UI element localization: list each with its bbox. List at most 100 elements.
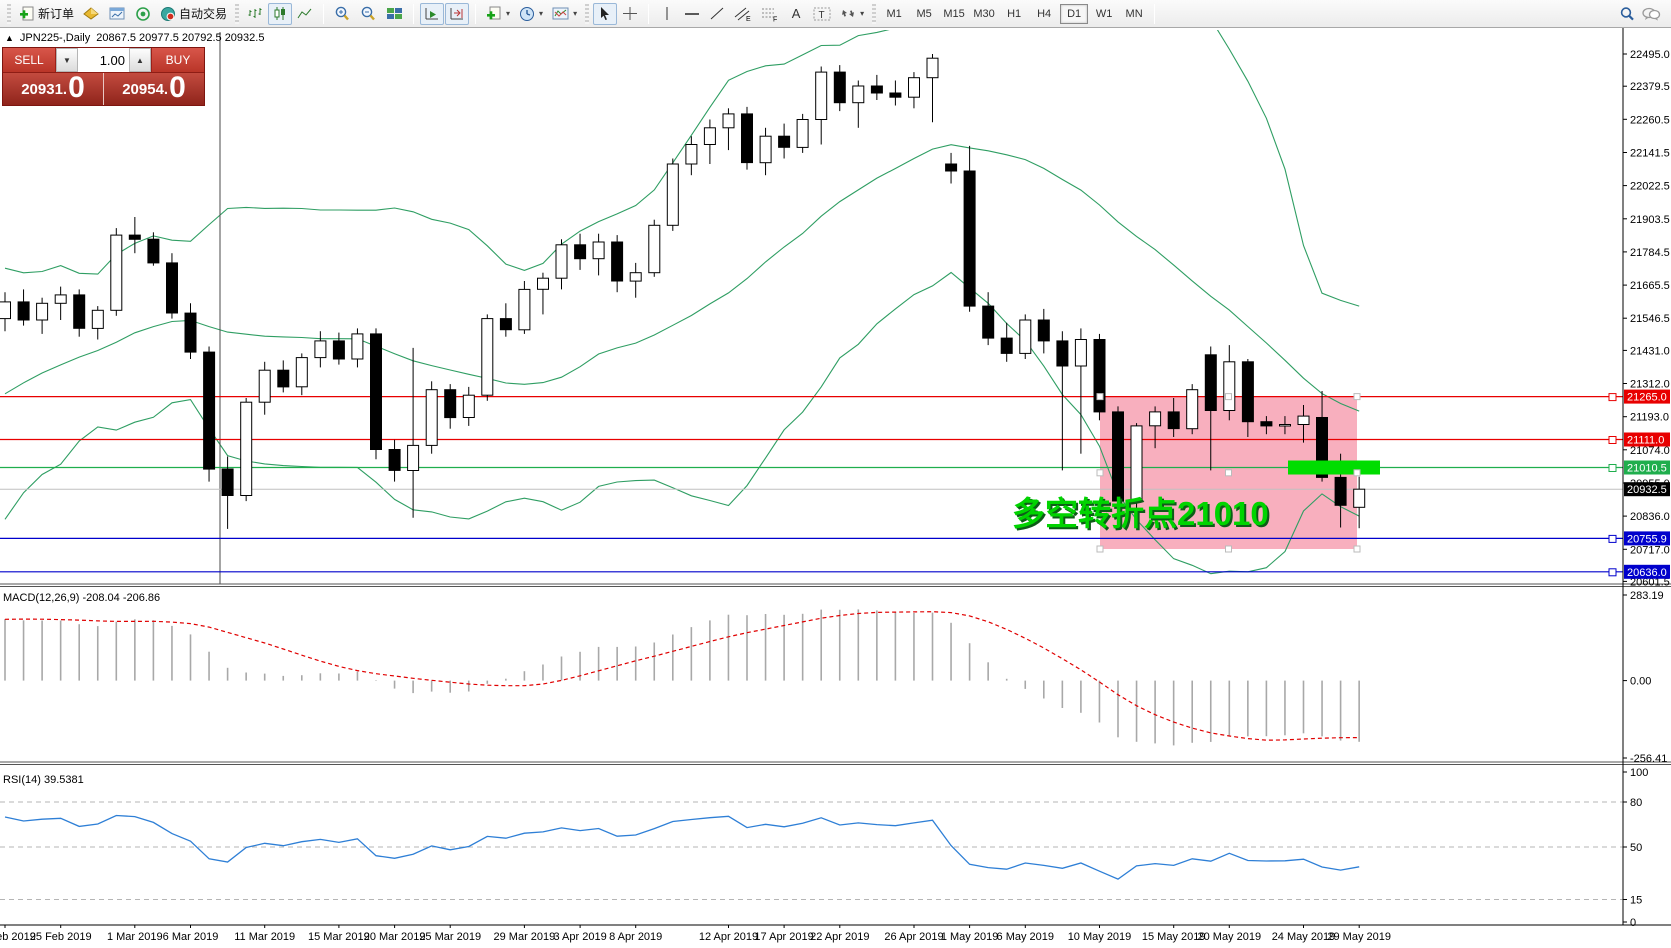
channel-tool-button[interactable]: E bbox=[730, 3, 756, 25]
date-tick-label: 12 Apr 2019 bbox=[699, 931, 758, 943]
macd-signal-line bbox=[4, 611, 1360, 741]
line-chart-button[interactable] bbox=[293, 3, 317, 25]
zone-selection-handle[interactable] bbox=[1353, 469, 1361, 477]
auto-scroll-button[interactable] bbox=[420, 2, 445, 25]
price-tick-label: 21074.0 bbox=[1630, 445, 1670, 457]
macd-tick-label: 283.19 bbox=[1630, 590, 1664, 602]
zone-selection-handle[interactable] bbox=[1096, 545, 1104, 553]
vertical-line-icon bbox=[666, 7, 668, 20]
zone-selection-handle[interactable] bbox=[1225, 545, 1232, 553]
symbol-ohlc-label: 20867.5 20977.5 20792.5 20932.5 bbox=[96, 32, 265, 44]
pane-separator[interactable] bbox=[0, 761, 1671, 765]
date-tick-label: 26 Apr 2019 bbox=[884, 931, 943, 943]
arrows-tool-button[interactable]: ▾ bbox=[836, 3, 868, 25]
rsi-line bbox=[4, 814, 1360, 880]
chart-shift-icon bbox=[450, 8, 464, 20]
bollinger-upper-band bbox=[4, 30, 1360, 307]
zoom-out-button[interactable] bbox=[356, 3, 381, 25]
vline-tool-button[interactable] bbox=[655, 3, 679, 25]
timeframe-m30[interactable]: M30 bbox=[973, 7, 995, 20]
zone-selection-handle[interactable] bbox=[1225, 469, 1232, 477]
autotrading-label: 自动交易 bbox=[179, 7, 228, 21]
volume-decrease-button[interactable]: ▼ bbox=[56, 48, 78, 72]
sell-price-button[interactable]: 20931. 0 bbox=[3, 73, 104, 105]
search-icon[interactable] bbox=[1619, 6, 1635, 22]
signal-icon bbox=[136, 7, 150, 21]
timeframe-group: M1 M5 M15 M30 H1 H4 D1 W1 MN bbox=[880, 3, 1148, 24]
timeframe-h1[interactable]: H1 bbox=[1007, 7, 1022, 20]
volume-increase-button[interactable]: ▲ bbox=[129, 48, 151, 72]
hline-21111.0[interactable] bbox=[0, 436, 1623, 444]
indicators-dropdown-button[interactable]: ▾ bbox=[548, 3, 581, 25]
zone-selection-handle[interactable] bbox=[1353, 393, 1361, 401]
rsi-tick-label: 100 bbox=[1630, 767, 1648, 779]
svg-text:21265.0: 21265.0 bbox=[1627, 392, 1667, 404]
hline-20636.0[interactable] bbox=[0, 568, 1623, 577]
chart-shift-button[interactable] bbox=[445, 2, 470, 25]
price-badge-21010.5: 21010.5 bbox=[1624, 460, 1670, 475]
market-watch-button[interactable] bbox=[79, 3, 104, 25]
zone-selection-handle[interactable] bbox=[1353, 545, 1361, 553]
text-label-tool-button[interactable]: T bbox=[809, 3, 835, 25]
price-tick-label: 21903.5 bbox=[1630, 214, 1670, 226]
text-tool-button[interactable]: A bbox=[784, 3, 808, 25]
chevron-down-icon: ▾ bbox=[539, 9, 544, 18]
svg-text:F: F bbox=[773, 16, 777, 22]
timeframe-m5[interactable]: M5 bbox=[916, 7, 932, 20]
zone-selection-handle[interactable] bbox=[1225, 393, 1232, 401]
bar-chart-button[interactable] bbox=[243, 3, 267, 25]
annotation-text[interactable]: 多空转折点21010 多空转折点21010 bbox=[1012, 495, 1271, 534]
hline-tool-button[interactable] bbox=[680, 3, 704, 25]
chart-area[interactable]: 多空转折点21010 多空转折点21010 MACD(12,26,9) -208.… bbox=[0, 28, 1671, 948]
date-tick-label: 20 May 2019 bbox=[1197, 931, 1261, 943]
timeframe-m15[interactable]: M15 bbox=[943, 7, 965, 20]
level-bar-21010[interactable] bbox=[1288, 460, 1380, 475]
buy-price-button[interactable]: 20954. 0 bbox=[104, 73, 204, 105]
timeframe-mn[interactable]: MN bbox=[1125, 7, 1143, 20]
new-order-label: 新订单 bbox=[38, 7, 75, 21]
crosshair-tool-button[interactable] bbox=[618, 3, 642, 25]
zone-selection-handle[interactable] bbox=[1096, 393, 1104, 401]
fibonacci-tool-button[interactable]: F bbox=[757, 3, 783, 25]
price-tick-label: 21312.0 bbox=[1630, 379, 1670, 391]
clock-icon bbox=[520, 6, 535, 21]
timeframe-m1[interactable]: M1 bbox=[886, 7, 902, 20]
timeframe-h4[interactable]: H4 bbox=[1037, 7, 1052, 20]
candlestick-chart-button[interactable] bbox=[268, 2, 293, 25]
tile-windows-button[interactable] bbox=[382, 3, 407, 25]
pane-separator[interactable] bbox=[0, 583, 1671, 587]
zone-selection-handle[interactable] bbox=[1096, 469, 1104, 477]
cursor-tool-button[interactable] bbox=[593, 2, 618, 25]
volume-input[interactable]: 1.00 bbox=[78, 48, 129, 72]
price-tick-label: 20836.0 bbox=[1630, 511, 1670, 523]
trendline-tool-button[interactable] bbox=[705, 3, 729, 25]
sell-price-big-digit: 0 bbox=[68, 71, 85, 104]
hline-20755.9[interactable] bbox=[0, 534, 1623, 543]
date-tick-label: 22 Apr 2019 bbox=[810, 931, 869, 943]
toolbar-grip[interactable] bbox=[235, 3, 240, 24]
autotrading-button[interactable]: 自动交易 bbox=[156, 3, 231, 25]
price-tick-label: 21431.0 bbox=[1630, 345, 1670, 357]
date-tick-label: 20 Mar 2019 bbox=[364, 931, 426, 943]
buy-price: 20954. bbox=[122, 81, 169, 98]
toolbar-grip[interactable] bbox=[7, 3, 11, 24]
signals-button[interactable] bbox=[131, 3, 155, 25]
price-badge-21265.0: 21265.0 bbox=[1624, 389, 1670, 404]
panel-collapse-icon[interactable]: ▲ bbox=[5, 33, 14, 43]
buy-button[interactable]: BUY bbox=[152, 48, 204, 72]
toolbar-grip[interactable] bbox=[585, 3, 590, 24]
price-tick-label: 22260.5 bbox=[1630, 114, 1670, 126]
period-dropdown-button[interactable]: ▾ bbox=[515, 3, 547, 25]
chat-icon[interactable] bbox=[1641, 6, 1661, 22]
timeframe-d1[interactable]: D1 bbox=[1060, 3, 1089, 24]
chart-window-button[interactable] bbox=[105, 3, 130, 25]
toolbar-grip[interactable] bbox=[872, 3, 877, 24]
svg-text:T: T bbox=[819, 10, 825, 21]
new-order-button[interactable]: 新订单 bbox=[15, 3, 78, 25]
date-tick-label: 1 Mar 2019 bbox=[107, 931, 163, 943]
sell-button[interactable]: SELL bbox=[3, 48, 55, 72]
zoom-in-button[interactable] bbox=[330, 3, 355, 25]
timeframe-w1[interactable]: W1 bbox=[1095, 7, 1113, 20]
new-order-dropdown-button[interactable]: ▾ bbox=[482, 3, 514, 25]
date-tick-label: 25 Feb 2019 bbox=[30, 931, 92, 943]
